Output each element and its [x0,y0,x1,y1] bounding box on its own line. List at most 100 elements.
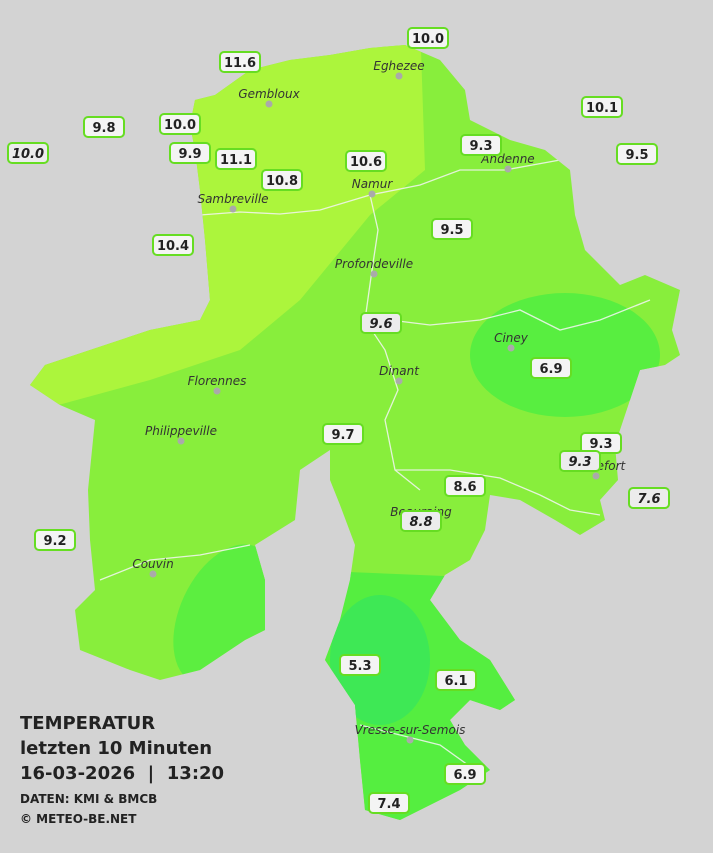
city-dot [149,570,157,578]
station-value: 10.1 [586,101,618,116]
station: 10.0 [407,27,449,49]
station: 9.3 [559,450,601,472]
station-box [34,529,76,551]
station-box [616,143,658,165]
station: 9.6 [360,312,402,334]
station-box [159,113,201,135]
city-label: Gembloux [238,87,300,101]
station-box [261,169,303,191]
station: 9.8 [83,116,125,138]
station-box [83,116,125,138]
legend-datetime: 16-03-2026 | 13:20 [20,763,224,784]
city-dot [406,736,414,744]
legend-title: TEMPERATUR [20,713,155,734]
city-dot [229,205,237,213]
station: 6.9 [530,357,572,379]
stations: 10.0 11.6 9.8 10.0 10.0 9.9 11.1 10.6 9.3 10.1 9.5… [7,27,670,814]
station-value: 5.3 [348,659,371,674]
city-label: Couvin [132,557,173,571]
station-value: 6.9 [453,768,476,783]
city-dot [507,344,515,352]
station: 10.0 [159,113,201,135]
station: 10.4 [152,234,194,256]
station-box [219,51,261,73]
city-label: Dinant [379,364,420,378]
station: 11.6 [219,51,261,73]
legend: TEMPERATUR letzten 10 Minuten 16-03-2026… [20,713,224,826]
station-value: 8.6 [453,480,476,495]
station-box [339,654,381,676]
station-value: 9.8 [92,121,115,136]
station: 11.1 [215,148,257,170]
station: 5.3 [339,654,381,676]
city-dot [177,437,185,445]
station-box [559,450,601,472]
legend-subtitle: letzten 10 Minuten [20,738,212,759]
station-value: 6.9 [539,362,562,377]
station-value: 9.3 [469,139,492,154]
station-box [360,312,402,334]
city-label: Vresse-sur-Semois [355,723,466,737]
station-box [400,510,442,532]
station-box [215,148,257,170]
station-value: 10.4 [157,239,189,254]
station-box [169,142,211,164]
station-value: 10.6 [350,155,382,170]
station-value: 9.2 [43,534,66,549]
station-value: 9.5 [625,148,648,163]
station: 6.9 [444,763,486,785]
station-box [407,27,449,49]
station: 10.8 [261,169,303,191]
city-dot [368,190,376,198]
station-value: 9.9 [178,147,201,162]
station: 9.3 [460,134,502,156]
station-value: 9.7 [331,428,354,443]
station-box [431,218,473,240]
city-label: Sambreville [197,192,268,206]
station-value: 9.5 [440,223,463,238]
city-label: Florennes [188,374,247,388]
station: 10.1 [581,96,623,118]
station-box [444,763,486,785]
city-dot [504,165,512,173]
city-label: Namur [352,177,394,191]
station-box [581,96,623,118]
station-box [530,357,572,379]
station-box [345,150,387,172]
station-value: 11.6 [224,56,256,71]
station: 7.4 [368,792,410,814]
station: 6.1 [435,669,477,691]
station-box [322,423,364,445]
city-dot [370,270,378,278]
legend-source: DATEN: KMI & BMCB [20,792,157,806]
city-dot [592,472,600,480]
station-value: 7.6 [637,492,660,507]
station-box [7,142,49,164]
station-box [368,792,410,814]
station-value: 9.3 [568,455,591,470]
station-value: 10.8 [266,174,298,189]
station-value: 8.8 [409,515,432,530]
station: 10.0 [7,142,49,164]
station-box [580,432,622,454]
station-value: 10.0 [12,147,44,162]
station-value: 7.4 [377,797,400,812]
city-label: Philippeville [145,424,217,438]
city-dot [395,72,403,80]
station-box [460,134,502,156]
station-box [435,669,477,691]
station: 8.6 [444,475,486,497]
city-label: Ciney [494,331,529,345]
station-value: 6.1 [444,674,467,689]
station: 8.8 [400,510,442,532]
city-label: Eghezee [373,59,424,73]
station-value: 10.0 [164,118,196,133]
station-value: 10.0 [412,32,444,47]
station: 9.9 [169,142,211,164]
station: 9.2 [34,529,76,551]
station-value: 9.6 [369,317,392,332]
city-dot [395,377,403,385]
cities: EghezeeGemblouxAndenneNamurSambrevillePr… [132,59,627,744]
station-value: 9.3 [589,437,612,452]
